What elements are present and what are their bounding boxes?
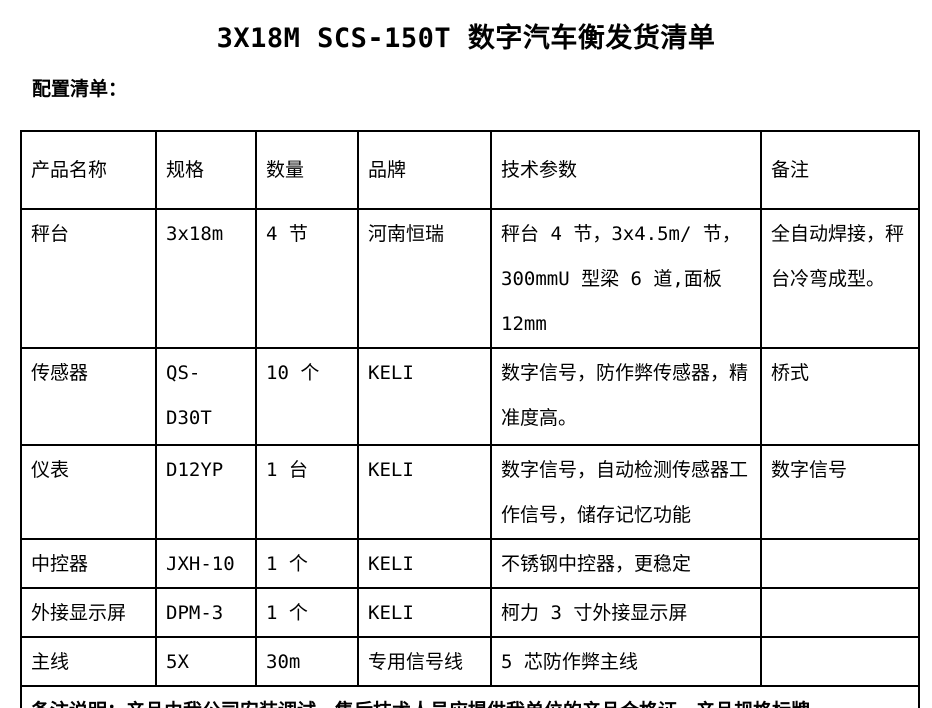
cell-params: 5 芯防作弊主线 [490, 636, 762, 687]
header-cell-note: 备注 [760, 130, 920, 210]
table-row: 主线 5X 30m 专用信号线 5 芯防作弊主线 [20, 636, 920, 687]
cell-brand: KELI [357, 444, 492, 540]
cell-qty: 1 个 [255, 587, 359, 638]
cell-note [760, 538, 920, 589]
cell-qty: 1 个 [255, 538, 359, 589]
header-cell-product-name: 产品名称 [20, 130, 157, 210]
cell-spec: 5X [155, 636, 257, 687]
cell-qty: 1 台 [255, 444, 359, 540]
cell-product-name: 中控器 [20, 538, 157, 589]
cell-params: 柯力 3 寸外接显示屏 [490, 587, 762, 638]
section-label: 配置清单： [32, 78, 128, 100]
cell-note: 数字信号 [760, 444, 920, 540]
cell-product-name: 传感器 [20, 347, 157, 446]
table-footer-row: 备注说明：产品由我公司安装调试，售后技术人员应提供我单位的产品合格证，产品规格标… [20, 685, 920, 708]
header-cell-params: 技术参数 [490, 130, 762, 210]
shipping-list-table: 产品名称 规格 数量 品牌 技术参数 备注 秤台 3x18m 4 节 河南恒瑞 … [20, 130, 920, 708]
header-cell-spec: 规格 [155, 130, 257, 210]
cell-note: 桥式 [760, 347, 920, 446]
header-cell-brand: 品牌 [357, 130, 492, 210]
cell-product-name: 主线 [20, 636, 157, 687]
page-title: 3X18M SCS-150T 数字汽车衡发货清单 [216, 23, 716, 54]
cell-params: 数字信号，自动检测传感器工作信号，储存记忆功能 [490, 444, 762, 540]
cell-spec: 3x18m [155, 208, 257, 349]
table-header-row: 产品名称 规格 数量 品牌 技术参数 备注 [20, 130, 920, 210]
table-row: 仪表 D12YP 1 台 KELI 数字信号，自动检测传感器工作信号，储存记忆功… [20, 444, 920, 540]
table-row: 中控器 JXH-10 1 个 KELI 不锈钢中控器，更稳定 [20, 538, 920, 589]
cell-spec: QS-D30T [155, 347, 257, 446]
cell-spec: JXH-10 [155, 538, 257, 589]
cell-brand: KELI [357, 538, 492, 589]
header-cell-qty: 数量 [255, 130, 359, 210]
cell-qty: 4 节 [255, 208, 359, 349]
cell-params: 数字信号，防作弊传感器，精准度高。 [490, 347, 762, 446]
cell-brand: KELI [357, 587, 492, 638]
cell-product-name: 外接显示屏 [20, 587, 157, 638]
cell-qty: 30m [255, 636, 359, 687]
cell-brand: 河南恒瑞 [357, 208, 492, 349]
cell-spec: DPM-3 [155, 587, 257, 638]
cell-params: 不锈钢中控器，更稳定 [490, 538, 762, 589]
table-row: 传感器 QS-D30T 10 个 KELI 数字信号，防作弊传感器，精准度高。 … [20, 347, 920, 446]
table-row: 秤台 3x18m 4 节 河南恒瑞 秤台 4 节，3x4.5m/ 节，300mm… [20, 208, 920, 349]
cell-spec: D12YP [155, 444, 257, 540]
cell-brand: KELI [357, 347, 492, 446]
footer-note: 备注说明：产品由我公司安装调试，售后技术人员应提供我单位的产品合格证，产品规格标… [20, 685, 920, 708]
cell-product-name: 秤台 [20, 208, 157, 349]
cell-params: 秤台 4 节，3x4.5m/ 节，300mmU 型梁 6 道,面板 12mm [490, 208, 762, 349]
cell-product-name: 仪表 [20, 444, 157, 540]
cell-note [760, 636, 920, 687]
cell-note [760, 587, 920, 638]
cell-note: 全自动焊接，秤台冷弯成型。 [760, 208, 920, 349]
cell-brand: 专用信号线 [357, 636, 492, 687]
cell-qty: 10 个 [255, 347, 359, 446]
table-row: 外接显示屏 DPM-3 1 个 KELI 柯力 3 寸外接显示屏 [20, 587, 920, 638]
